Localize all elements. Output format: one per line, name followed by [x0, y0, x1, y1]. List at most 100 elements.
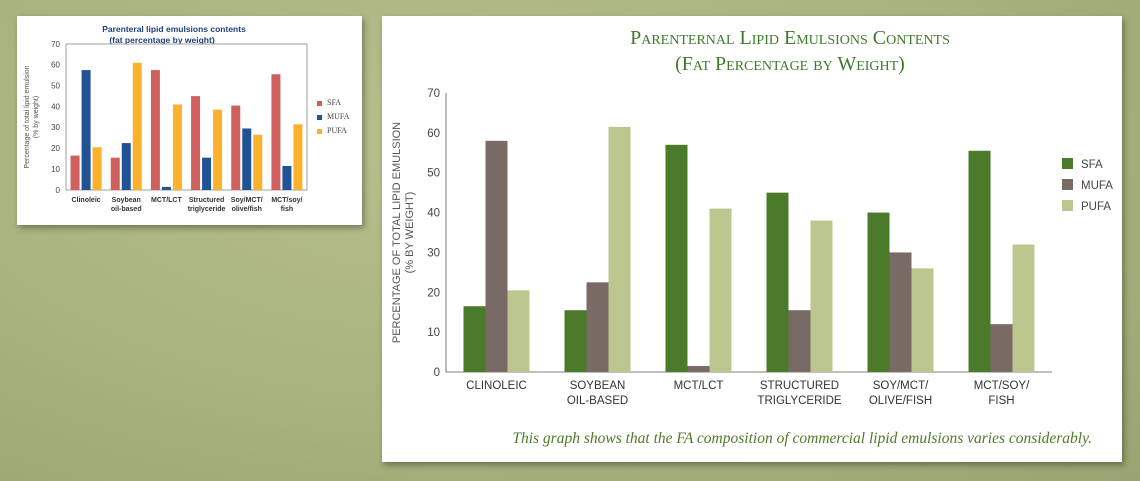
chart-caption: This graph shows that the FA composition… [512, 430, 1092, 447]
bar-mufa [990, 324, 1013, 372]
legend-label-sfa: SFA [1081, 159, 1103, 171]
bar-pufa [92, 147, 102, 190]
y-axis-title-line2: (% by weight) [33, 96, 40, 138]
y-axis-title-line1: PERCENTAGE OF TOTAL LIPID EMULSION [391, 122, 403, 343]
bar-mufa [889, 252, 912, 372]
y-tick-label: 0 [434, 367, 440, 379]
large-chart-card: Parenternal Lipid Emulsions Contents (Fat… [382, 16, 1122, 462]
x-category-label: fish [281, 206, 293, 213]
bar-pufa [507, 290, 530, 372]
bar-mufa [161, 186, 171, 190]
y-tick-label: 50 [427, 168, 440, 180]
bar-sfa [150, 70, 160, 190]
bar-mufa [788, 310, 811, 372]
bar-sfa [191, 96, 201, 190]
bar-mufa [485, 140, 508, 372]
bar-pufa [213, 109, 223, 190]
small-chart-card: Parenteral lipid emulsions contents (fat … [17, 16, 362, 225]
plot-frame [65, 43, 308, 191]
y-tick-label: 10 [427, 327, 440, 339]
large-chart-title-line2: (Fat Percentage by Weight) [675, 53, 905, 75]
bar-sfa [564, 310, 587, 372]
legend-label-pufa: PUFA [1081, 201, 1111, 213]
x-category-label: SOYBEAN [570, 380, 626, 392]
small-chart-title: Parenteral lipid emulsions contents [102, 24, 246, 34]
y-tick-label: 40 [51, 102, 60, 111]
bar-sfa [463, 306, 486, 372]
x-category-label: MCT/LCT [674, 380, 724, 392]
small-chart-subtitle: (fat percentage by weight) [109, 35, 214, 45]
y-tick-label: 60 [427, 128, 440, 140]
x-category-label: MCT/soy/ [271, 197, 302, 204]
y-tick-label: 10 [51, 165, 60, 174]
bar-mufa [687, 366, 710, 372]
y-tick-label: 70 [427, 88, 440, 100]
x-category-label: OIL-BASED [567, 395, 628, 407]
bar-mufa [242, 128, 252, 190]
bar-pufa [911, 268, 934, 372]
bar-mufa [282, 166, 292, 190]
x-category-label: MCT/LCT [151, 197, 182, 204]
x-category-label: MCT/SOY/ [974, 380, 1030, 392]
y-axis-title-line2: (% BY WEIGHT) [404, 192, 416, 274]
y-axis-title: Percentage of total lipid emulsion (% by … [24, 65, 40, 168]
bar-sfa [968, 150, 991, 372]
legend-label-mufa: MUFA [327, 112, 350, 121]
y-tick-label: 0 [56, 186, 61, 195]
bar-pufa [1012, 244, 1035, 372]
bar-mufa [586, 282, 609, 372]
y-tick-label: 40 [427, 208, 440, 220]
legend-swatch-pufa [1062, 200, 1073, 211]
x-category-label: Soybean [112, 197, 141, 204]
bar-pufa [293, 124, 303, 190]
x-category-label: OLIVE/FISH [869, 395, 932, 407]
x-category-label: triglyceride [188, 206, 226, 213]
x-category-label: STRUCTURED [760, 380, 839, 392]
x-category-label: oil-based [111, 206, 142, 213]
y-tick-label: 70 [51, 40, 60, 49]
large-bar-chart: Parenternal Lipid Emulsions Contents (Fat… [391, 27, 1113, 407]
legend-swatch-mufa [317, 115, 322, 120]
bar-pufa [709, 208, 732, 372]
x-category-label: TRIGLYCERIDE [757, 395, 841, 407]
legend-label-pufa: PUFA [327, 126, 347, 135]
bar-pufa [253, 134, 263, 190]
y-tick-label: 20 [427, 287, 440, 299]
legend-label-sfa: SFA [327, 98, 341, 107]
legend-label-mufa: MUFA [1081, 180, 1113, 192]
y-tick-label: 20 [51, 144, 60, 153]
bar-sfa [665, 144, 688, 372]
bar-sfa [766, 192, 789, 372]
bar-sfa [231, 105, 241, 190]
small-bar-chart: Parenteral lipid emulsions contents(fat … [24, 24, 350, 213]
bar-pufa [172, 104, 182, 190]
x-category-label: Clinoleic [71, 197, 100, 204]
legend-swatch-sfa [317, 101, 322, 106]
bar-pufa [132, 62, 142, 191]
y-tick-label: 30 [51, 123, 60, 132]
legend-swatch-mufa [1062, 179, 1073, 190]
y-axis-title-line1: Percentage of total lipid emulsion [24, 65, 31, 168]
legend-swatch-sfa [1062, 158, 1073, 169]
legend-swatch-pufa [317, 129, 322, 134]
x-category-label: Soy/MCT/ [231, 197, 263, 204]
x-category-label: CLINOLEIC [466, 380, 527, 392]
bar-sfa [271, 74, 281, 190]
y-axis-title: PERCENTAGE OF TOTAL LIPID EMULSION(% BY … [391, 122, 416, 343]
y-tick-label: 50 [51, 82, 60, 91]
bar-sfa [70, 155, 80, 190]
x-category-label: Structured [189, 197, 224, 204]
x-category-label: SOY/MCT/ [873, 380, 929, 392]
bar-pufa [608, 126, 631, 372]
bar-mufa [81, 70, 91, 190]
bar-mufa [121, 143, 131, 190]
x-category-label: FISH [988, 395, 1014, 407]
bar-mufa [202, 157, 212, 190]
bar-sfa [867, 212, 890, 372]
y-tick-label: 30 [427, 247, 440, 259]
x-category-label: olive/fish [232, 206, 262, 213]
bar-pufa [810, 220, 833, 372]
bar-sfa [110, 157, 120, 190]
y-tick-label: 60 [51, 61, 60, 70]
large-chart-title-line1: Parenternal Lipid Emulsions Contents [630, 27, 950, 49]
